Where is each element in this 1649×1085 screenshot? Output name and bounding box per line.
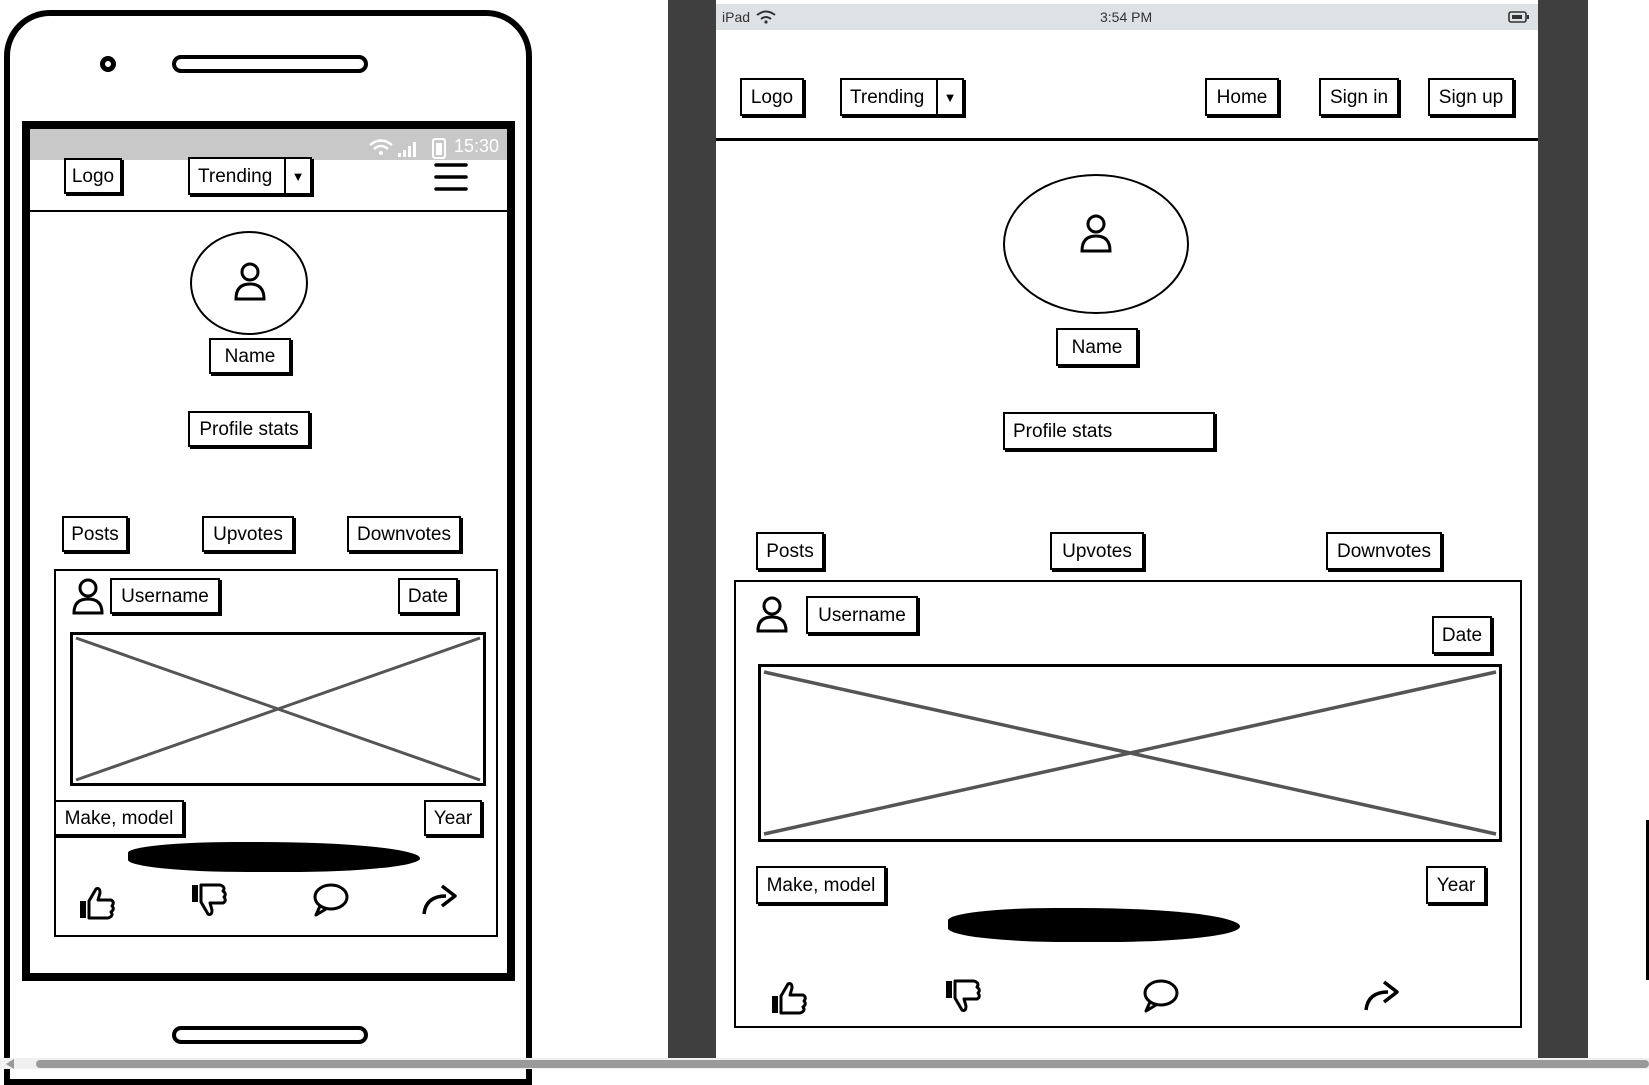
phone-mockup: 15:30 Logo Trending ▼ Name Profile stats… <box>0 0 540 1085</box>
wifi-icon <box>369 139 393 155</box>
next-mockup-edge <box>1646 820 1649 980</box>
phone-nav-divider <box>30 210 507 212</box>
tablet-mockup: iPad 3:54 PM Logo Trending ▼ Home Sign i… <box>668 0 1588 1069</box>
profile-stats: Profile stats <box>1003 412 1215 450</box>
battery-icon <box>432 138 446 159</box>
share-icon[interactable] <box>420 882 460 918</box>
post-username[interactable]: Username <box>110 578 220 614</box>
post-make-model: Make, model <box>756 866 886 904</box>
post-card <box>734 580 1522 1028</box>
profile-name: Name <box>1056 328 1138 366</box>
post-card <box>54 569 498 937</box>
tablet-status-bar <box>716 4 1538 30</box>
signal-icon <box>398 142 416 157</box>
trending-label: Trending <box>850 86 925 108</box>
post-username[interactable]: Username <box>806 596 918 634</box>
thumbs-down-icon[interactable] <box>944 978 982 1014</box>
post-date: Date <box>1432 616 1492 654</box>
thumbs-up-icon[interactable] <box>770 980 808 1016</box>
image-placeholder-cross <box>75 636 481 782</box>
battery-icon <box>1508 11 1529 23</box>
tab-upvotes[interactable]: Upvotes <box>1050 532 1144 570</box>
tab-posts[interactable]: Posts <box>756 532 824 570</box>
sign-in-button[interactable]: Sign in <box>1319 78 1399 116</box>
phone-status-time: 15:30 <box>454 136 500 156</box>
scroll-left-arrow-icon[interactable] <box>6 1059 14 1069</box>
post-date: Date <box>398 578 458 614</box>
chevron-down-icon: ▼ <box>936 80 962 114</box>
avatar[interactable] <box>1003 174 1189 314</box>
hamburger-menu-icon[interactable] <box>434 162 468 192</box>
comment-icon[interactable] <box>310 882 350 918</box>
user-icon <box>72 578 104 615</box>
post-description-scribble <box>128 842 420 872</box>
comment-icon[interactable] <box>1140 978 1180 1014</box>
user-icon <box>1080 214 1112 253</box>
home-link[interactable]: Home <box>1205 78 1279 116</box>
post-image-placeholder <box>758 664 1502 842</box>
chevron-down-icon: ▼ <box>284 159 310 193</box>
horizontal-scrollbar[interactable] <box>0 1058 1649 1069</box>
trending-label: Trending <box>198 165 273 187</box>
tablet-status-device: iPad <box>722 9 751 25</box>
post-image-placeholder <box>70 632 486 786</box>
scrollbar-thumb[interactable] <box>36 1060 1649 1068</box>
user-icon <box>756 596 788 633</box>
post-description-scribble <box>948 908 1240 942</box>
wifi-icon <box>756 10 776 24</box>
logo[interactable]: Logo <box>740 78 804 116</box>
tab-posts[interactable]: Posts <box>62 516 128 552</box>
phone-speaker <box>172 55 368 73</box>
post-make-model: Make, model <box>54 800 184 836</box>
tab-upvotes[interactable]: Upvotes <box>202 516 294 552</box>
tablet-status-time: 3:54 PM <box>1100 9 1153 25</box>
tab-downvotes[interactable]: Downvotes <box>1326 532 1442 570</box>
image-placeholder-cross <box>763 670 1497 836</box>
thumbs-down-icon[interactable] <box>190 882 228 918</box>
user-icon <box>234 262 266 301</box>
thumbs-up-icon[interactable] <box>78 885 116 921</box>
profile-stats: Profile stats <box>188 411 310 447</box>
trending-dropdown[interactable]: Trending ▼ <box>840 78 964 116</box>
post-year: Year <box>424 800 482 836</box>
phone-status-bar <box>30 129 507 160</box>
sign-up-button[interactable]: Sign up <box>1428 78 1514 116</box>
phone-home-bar <box>172 1026 368 1044</box>
tablet-nav-divider <box>716 138 1538 141</box>
logo[interactable]: Logo <box>64 158 122 194</box>
trending-dropdown[interactable]: Trending ▼ <box>188 157 312 195</box>
profile-name: Name <box>209 338 291 374</box>
post-year: Year <box>1426 866 1486 904</box>
phone-camera <box>100 56 116 72</box>
avatar[interactable] <box>190 231 308 335</box>
share-icon[interactable] <box>1362 978 1402 1014</box>
tab-downvotes[interactable]: Downvotes <box>347 516 461 552</box>
